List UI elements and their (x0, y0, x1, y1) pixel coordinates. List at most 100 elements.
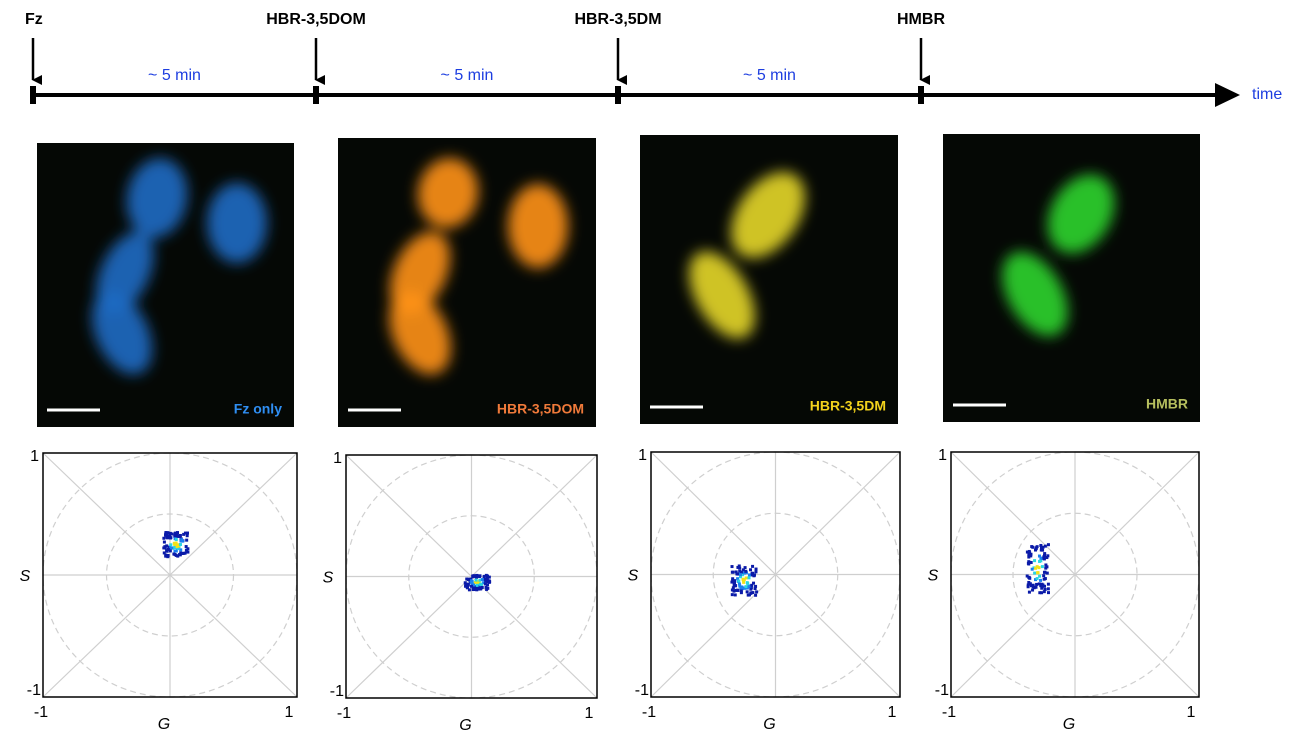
phasor-pixel (163, 541, 166, 544)
interval-label: ~ 5 min (148, 67, 201, 84)
phasor-pixel (470, 581, 473, 584)
x-max-label: 1 (585, 705, 594, 722)
phasor-pixel (737, 579, 740, 582)
phasor-pixel (485, 577, 488, 580)
phasor-pixel (1042, 574, 1045, 577)
phasor-pixel (1034, 586, 1037, 589)
phasor-pixel (180, 540, 183, 543)
phasor-pixel (1044, 577, 1047, 580)
phasor-pixel (1038, 582, 1041, 585)
phasor-plot: 1-1-11GS (928, 447, 1199, 733)
phasor-pixel (481, 578, 484, 581)
phasor-pixel (471, 575, 474, 578)
phasor-pixel (751, 591, 754, 594)
x-axis-label: G (158, 716, 170, 733)
phasor-pixel (755, 568, 758, 571)
phasor-pixel (750, 584, 753, 587)
phasor-pixel (1047, 543, 1050, 546)
micrograph: HMBR (943, 134, 1200, 422)
phasor-pixel (751, 572, 754, 575)
x-min-label: -1 (337, 705, 351, 722)
phasor-pixel (1033, 572, 1036, 575)
y-axis-label: S (928, 568, 939, 585)
x-axis-label: G (1063, 716, 1075, 733)
phasor-pixel (746, 582, 749, 585)
phasor-pixel (748, 573, 751, 576)
phasor-pixel (748, 593, 751, 596)
phasor-pixel (1029, 582, 1032, 585)
event-label: HMBR (897, 11, 945, 28)
phasor-pixel (467, 584, 470, 587)
phasor-pixel (749, 568, 752, 571)
phasor-pixel (751, 565, 754, 568)
phasor-pixel (734, 584, 737, 587)
image-background (943, 134, 1200, 422)
phasor-pixel (731, 593, 734, 596)
phasor-pixel (1033, 559, 1036, 562)
y-axis-label: S (628, 568, 639, 585)
phasor-pixel (1031, 546, 1034, 549)
event-tick (918, 86, 924, 104)
phasor-pixel (178, 553, 181, 556)
y-max-label: 1 (638, 447, 647, 464)
phasor-pixel (478, 575, 481, 578)
phasor-pixel (1047, 587, 1050, 590)
phasor-pixel (475, 576, 478, 579)
phasor-pixel (745, 576, 748, 579)
phasor-pixel (1032, 584, 1035, 587)
phasor-pixel (185, 549, 188, 552)
phasor-pixel (164, 554, 167, 557)
event-tick (615, 86, 621, 104)
phasor-pixel (168, 535, 171, 538)
phasor-pixel (162, 537, 165, 540)
phasor-pixel (179, 548, 182, 551)
phasor-pixel (746, 590, 749, 593)
phasor-pixel (176, 531, 179, 534)
y-min-label: -1 (27, 682, 41, 699)
phasor-pixel (1027, 585, 1030, 588)
phasor-pixel (1041, 565, 1044, 568)
cell (207, 183, 267, 263)
phasor-pixel (731, 577, 734, 580)
interval-label: ~ 5 min (743, 67, 796, 84)
phasor-pixel (1042, 555, 1045, 558)
phasor-pixel (1039, 579, 1042, 582)
image-label: HMBR (1146, 396, 1188, 412)
phasor-pixel (178, 535, 181, 538)
micrograph: Fz only (37, 143, 294, 427)
phasor-pixel (467, 578, 470, 581)
phasor-pixel (174, 549, 177, 552)
phasor-pixel (485, 588, 488, 591)
x-axis-label: G (763, 716, 775, 733)
phasor-pixel (1039, 557, 1042, 560)
phasor-pixel (748, 576, 751, 579)
phasor-pixel (485, 574, 488, 577)
phasor-plot: 1-1-11GS (20, 448, 297, 733)
phasor-pixel (742, 581, 745, 584)
phasor-pixel (754, 585, 757, 588)
y-max-label: 1 (938, 447, 947, 464)
phasor-pixel (480, 583, 483, 586)
phasor-pixel (731, 588, 734, 591)
phasor-pixel (172, 553, 175, 556)
phasor-pixel (468, 588, 471, 591)
phasor-pixel (740, 571, 743, 574)
phasor-pixel (1030, 561, 1033, 564)
phasor-pixel (1043, 590, 1046, 593)
phasor-pixel (475, 579, 478, 582)
phasor-pixel (1044, 567, 1047, 570)
y-axis-label: S (323, 570, 334, 587)
image-label: Fz only (234, 401, 282, 417)
phasor-pixel (185, 545, 188, 548)
y-axis-label: S (20, 568, 31, 585)
phasor-pixel (464, 585, 467, 588)
x-min-label: -1 (942, 704, 956, 721)
image-label: HBR-3,5DOM (497, 401, 584, 417)
phasor-pixel (1047, 583, 1050, 586)
y-min-label: -1 (935, 682, 949, 699)
phasor-pixel (1038, 560, 1041, 563)
cell (508, 184, 568, 268)
phasor-pixel (164, 547, 167, 550)
phasor-pixel (182, 552, 185, 555)
